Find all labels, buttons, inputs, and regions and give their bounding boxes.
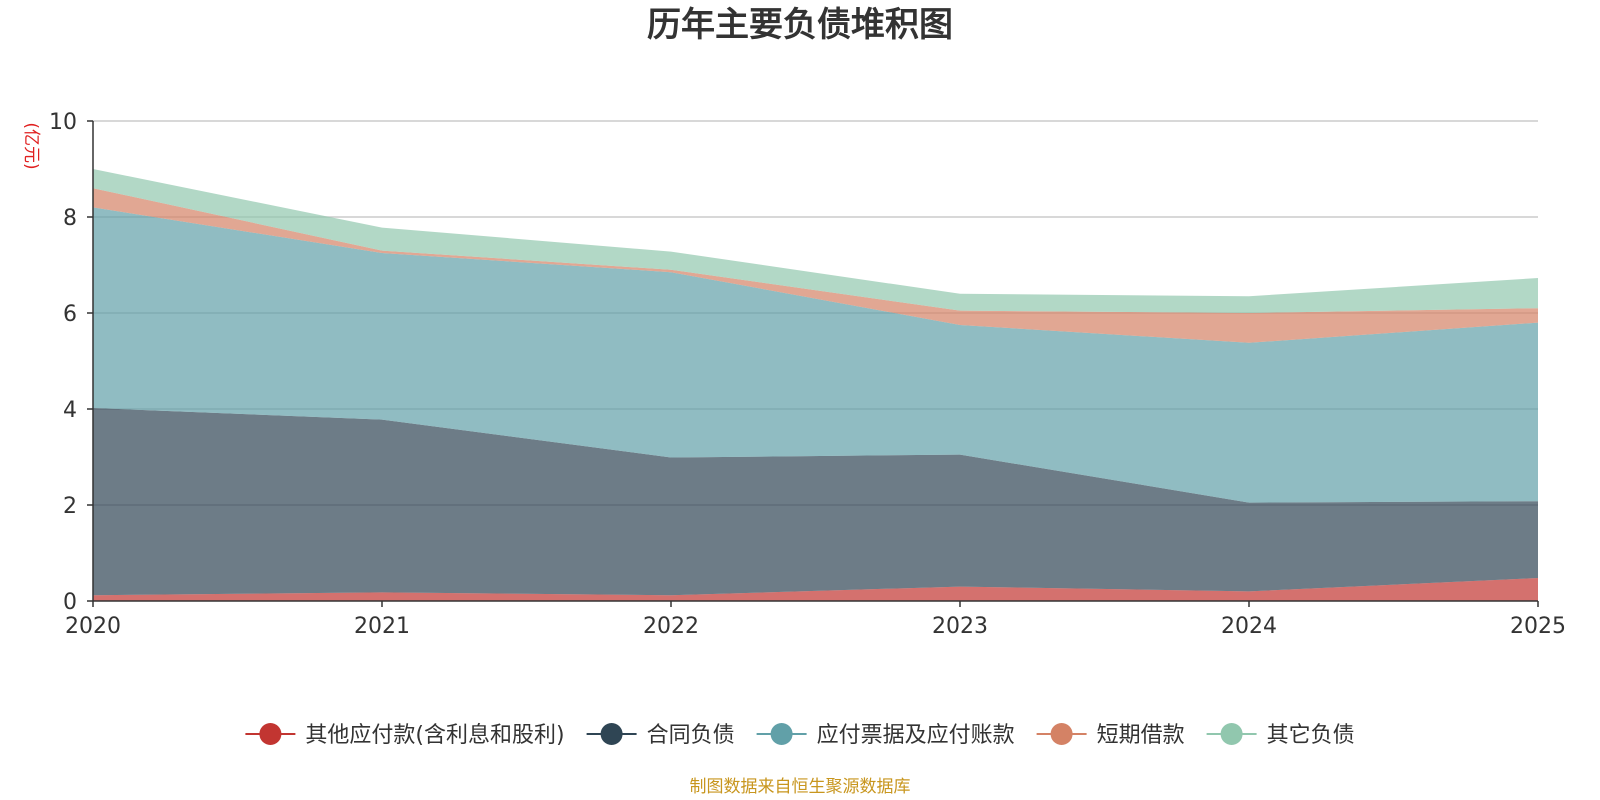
legend-marker-0 [259, 723, 282, 745]
y-tick-label-10: 10 [49, 110, 77, 135]
legend-label-4: 其它负债 [1267, 723, 1355, 748]
legend-marker-3 [1050, 723, 1073, 745]
legend: 其他应付款(含利息和股利) 合同负债 应付票据及应付账款 短期借款 其它负债 [245, 723, 1355, 748]
area-series-4 [93, 169, 1538, 313]
area-series-3 [93, 188, 1538, 343]
y-tick-label-8: 8 [63, 206, 77, 231]
x-tick-label-2024: 2024 [1221, 614, 1277, 639]
area-series-0 [93, 578, 1538, 601]
y-axis-unit-label: (亿元) [21, 122, 41, 169]
legend-item-1: 合同负债 [586, 723, 735, 748]
legend-marker-2 [770, 723, 793, 745]
legend-label-0: 其他应付款(含利息和股利) [305, 723, 564, 748]
y-tick-label-2: 2 [63, 494, 77, 519]
legend-item-4: 其它负债 [1206, 723, 1355, 748]
x-tick-label-2025: 2025 [1510, 614, 1566, 639]
x-tick-label-2022: 2022 [643, 614, 699, 639]
legend-item-2: 应付票据及应付账款 [756, 723, 1015, 748]
legend-marker-4 [1220, 723, 1243, 745]
axes: 0 2 4 6 8 10 2020 2021 2022 2023 2024 2025 [49, 110, 1566, 639]
legend-item-0: 其他应付款(含利息和股利) [245, 723, 565, 748]
legend-marker-1 [600, 723, 623, 745]
x-tick-label-2021: 2021 [354, 614, 410, 639]
legend-label-3: 短期借款 [1097, 723, 1185, 748]
area-series-2 [93, 207, 1538, 503]
legend-label-1: 合同负债 [647, 723, 735, 748]
area-series-group [93, 169, 1538, 601]
y-tick-label-0: 0 [63, 590, 77, 615]
y-tick-label-4: 4 [63, 398, 77, 423]
legend-item-3: 短期借款 [1036, 723, 1185, 748]
legend-label-2: 应付票据及应付账款 [817, 723, 1015, 748]
data-source-label: 制图数据来自恒生聚源数据库 [690, 777, 911, 797]
chart-title: 历年主要负债堆积图 [647, 5, 953, 45]
x-tick-label-2020: 2020 [65, 614, 121, 639]
y-tick-label-6: 6 [63, 302, 77, 327]
x-tick-label-2023: 2023 [932, 614, 988, 639]
area-series-1 [93, 408, 1538, 596]
